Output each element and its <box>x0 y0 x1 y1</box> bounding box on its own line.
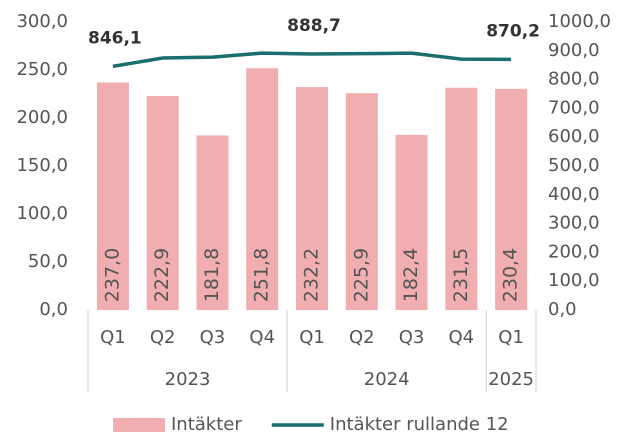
y2-tick-label: 500,0 <box>548 155 600 176</box>
y2-tick-label: 0,0 <box>548 299 577 320</box>
bar <box>96 82 129 310</box>
y2-tick-label: 900,0 <box>548 40 600 61</box>
y-tick-label: 250,0 <box>16 59 68 80</box>
line-value-label: 870,2 <box>486 21 540 41</box>
y-tick-label: 200,0 <box>16 107 68 128</box>
group-label: 2025 <box>488 369 534 390</box>
x-tick-label: Q4 <box>449 327 475 348</box>
y2-tick-label: 1000,0 <box>548 11 611 32</box>
bar <box>395 134 428 310</box>
y2-tick-label: 100,0 <box>548 270 600 291</box>
x-tick-label: Q3 <box>399 327 425 348</box>
bar-value-label: 222,9 <box>151 248 173 302</box>
line <box>112 51 512 69</box>
line-value-label: 846,1 <box>88 28 142 48</box>
x-tick-label: Q1 <box>498 327 524 348</box>
bar <box>445 87 478 310</box>
bar <box>146 96 179 311</box>
x-tick-label: Q3 <box>200 327 226 348</box>
y-tick-label: 150,0 <box>16 155 68 176</box>
bar <box>495 88 528 310</box>
bar-value-label: 225,9 <box>350 248 372 302</box>
y-tick-label: 50,0 <box>28 251 68 272</box>
group-label: 2024 <box>364 369 410 390</box>
y-tick-label: 300,0 <box>16 11 68 32</box>
bar-value-label: 230,4 <box>500 248 522 302</box>
bar-value-label: 182,4 <box>400 248 422 302</box>
y2-tick-label: 200,0 <box>548 241 600 262</box>
y2-tick-label: 600,0 <box>548 126 600 147</box>
bar <box>196 135 229 310</box>
x-tick-label: Q1 <box>299 327 325 348</box>
x-tick-label: Q2 <box>150 327 176 348</box>
legend-label: Intäkter <box>171 414 242 435</box>
y-tick-label: 0,0 <box>39 299 68 320</box>
x-tick-label: Q4 <box>249 327 275 348</box>
legend-label: Intäkter rullande 12 <box>330 414 509 435</box>
y2-tick-label: 700,0 <box>548 97 600 118</box>
x-tick-label: Q1 <box>100 327 126 348</box>
x-tick-label: Q2 <box>349 327 375 348</box>
y2-tick-label: 800,0 <box>548 69 600 90</box>
bar-value-label: 231,5 <box>450 248 472 302</box>
bar-value-label: 181,8 <box>201 248 223 302</box>
bar-value-label: 232,2 <box>301 248 323 302</box>
bar <box>345 93 378 310</box>
y2-tick-label: 300,0 <box>548 213 600 234</box>
bar <box>246 68 279 310</box>
group-label: 2023 <box>165 369 211 390</box>
y-tick-label: 100,0 <box>16 203 68 224</box>
y2-tick-label: 400,0 <box>548 184 600 205</box>
bar-value-label: 237,0 <box>101 248 123 302</box>
legend-swatch <box>113 418 165 432</box>
bar-value-label: 251,8 <box>251 248 273 302</box>
bar <box>296 87 328 310</box>
line-value-label: 888,7 <box>287 16 341 36</box>
